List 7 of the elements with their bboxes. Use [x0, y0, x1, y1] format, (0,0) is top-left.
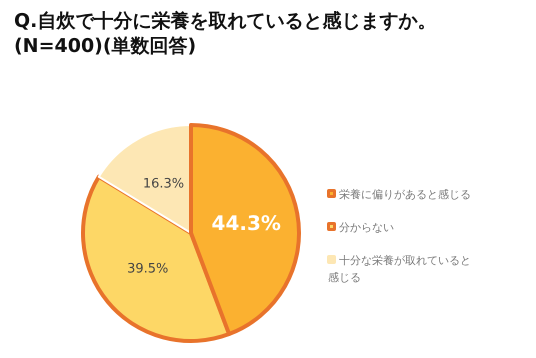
chart-title: Q.自炊で十分に栄養を取れていると感じますか。 (N=400)(単数回答)	[14, 10, 436, 57]
legend-label: 分からない	[339, 221, 394, 234]
data-label: 16.3%	[142, 176, 184, 192]
legend-label: 十分な栄養が取れていると感じる	[328, 254, 471, 284]
data-label: 39.5%	[127, 261, 168, 276]
data-label: 44.3%	[212, 210, 281, 235]
legend-label: 栄養に偏りがあると感じる	[339, 188, 471, 201]
